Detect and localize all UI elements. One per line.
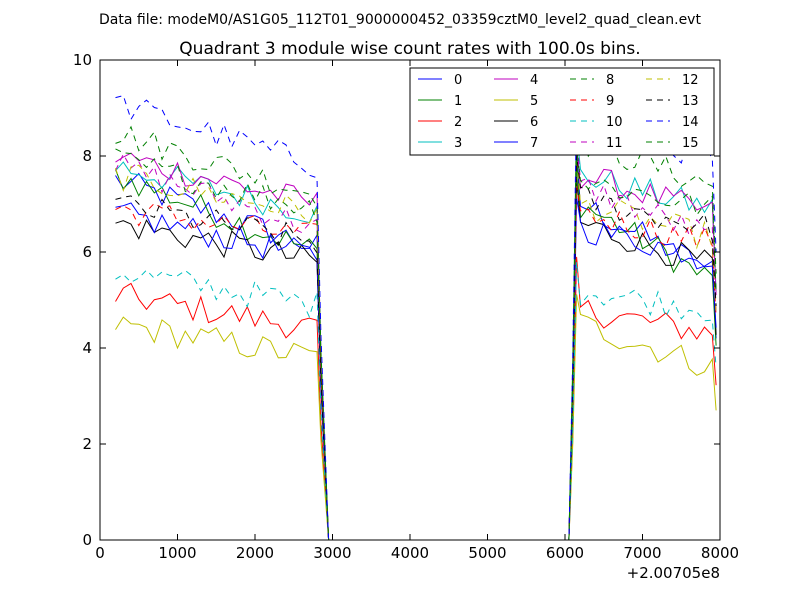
legend-label-1: 1 [454, 94, 462, 109]
legend-label-4: 4 [530, 73, 538, 88]
series-line-13 [115, 155, 717, 541]
series-line-14 [115, 94, 717, 541]
y-tick-label: 8 [82, 147, 92, 165]
x-tick-label: 7000 [623, 544, 661, 562]
x-offset-label: +2.00705e8 [627, 564, 720, 582]
plot-lines [115, 94, 717, 541]
series-line-0 [115, 154, 717, 541]
y-tick-label: 4 [82, 339, 92, 357]
series-line-1 [115, 159, 717, 541]
chart-suptitle: Data file: modeM0/AS1G05_112T01_90000004… [99, 12, 701, 28]
legend-label-5: 5 [530, 94, 538, 109]
legend-label-3: 3 [454, 136, 462, 151]
y-tick-label: 6 [82, 243, 92, 261]
legend-label-6: 6 [530, 115, 538, 130]
x-tick-label: 1000 [158, 544, 196, 562]
series-line-8 [115, 116, 717, 541]
legend-label-15: 15 [682, 136, 699, 151]
chart-title: Quadrant 3 module wise count rates with … [179, 39, 640, 59]
legend-label-13: 13 [682, 94, 699, 109]
series-line-15 [115, 148, 717, 541]
series-line-11 [115, 136, 717, 541]
legend-label-14: 14 [682, 115, 699, 130]
legend-label-10: 10 [606, 115, 623, 130]
x-tick-label: 4000 [391, 544, 429, 562]
series-line-10 [115, 261, 717, 541]
series-line-9 [115, 185, 717, 541]
y-tick-label: 10 [73, 51, 92, 69]
x-tick-label: 3000 [313, 544, 351, 562]
legend-label-12: 12 [682, 73, 699, 88]
legend-label-7: 7 [530, 136, 538, 151]
series-line-2 [115, 256, 717, 541]
series-line-7 [115, 197, 717, 541]
legend-label-2: 2 [454, 115, 462, 130]
x-tick-label: 8000 [701, 544, 739, 562]
x-tick-label: 6000 [546, 544, 584, 562]
series-line-12 [115, 156, 717, 541]
series-line-5 [115, 294, 717, 541]
x-tick-label: 0 [95, 544, 105, 562]
legend-label-11: 11 [606, 136, 623, 151]
x-tick-label: 5000 [468, 544, 506, 562]
y-tick-label: 0 [82, 531, 92, 549]
series-line-4 [115, 143, 717, 541]
legend-label-9: 9 [606, 94, 614, 109]
legend-box [409, 67, 715, 156]
legend-label-0: 0 [454, 73, 462, 88]
legend-label-8: 8 [606, 73, 614, 88]
x-tick-label: 2000 [236, 544, 274, 562]
y-tick-label: 2 [82, 435, 92, 453]
